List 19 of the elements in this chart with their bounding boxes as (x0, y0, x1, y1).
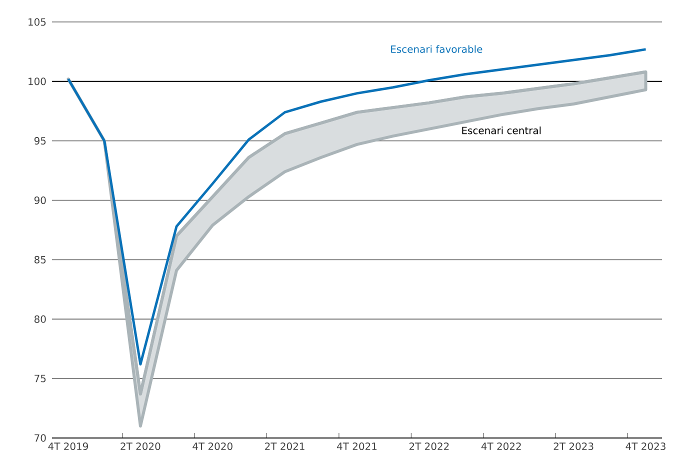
y-tick-label: 85 (34, 256, 46, 264)
x-tick-label: 4T 2020 (192, 442, 232, 450)
y-tick-label: 100 (28, 78, 46, 86)
y-tick-label: 75 (34, 374, 46, 382)
x-tick-label: 4T 2023 (626, 442, 666, 450)
series-label: Escenari favorable (391, 45, 482, 53)
x-tick-label: 4T 2021 (337, 442, 377, 450)
x-tick-label: 2T 2020 (120, 442, 160, 450)
x-tick-label: 2T 2022 (409, 442, 449, 450)
y-tick-label: 70 (34, 434, 46, 442)
x-tick-label: 2T 2023 (554, 442, 594, 450)
y-tick-label: 80 (34, 315, 46, 323)
text: Escenari central (462, 126, 541, 134)
x-tick-label: 2T 2021 (265, 442, 304, 450)
y-tick-label: 95 (34, 137, 46, 145)
x-tick-label: 4T 2022 (481, 442, 521, 450)
y-tick-label: 90 (34, 196, 46, 204)
y-tick-label: 105 (28, 18, 46, 26)
x-tick-label: 4T 2019 (48, 442, 88, 450)
